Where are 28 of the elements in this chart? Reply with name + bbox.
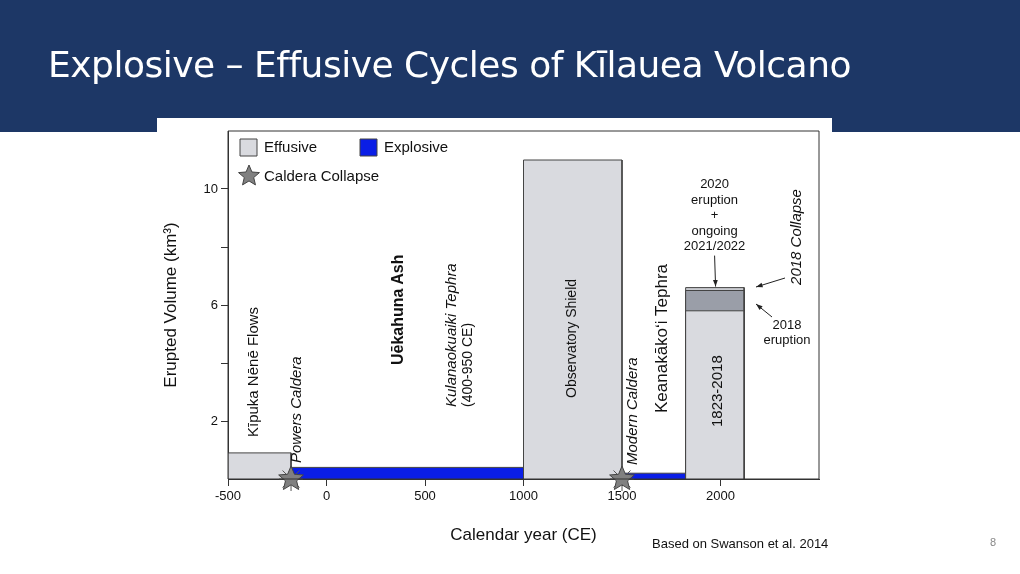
- x-tick-label: 2000: [706, 488, 735, 504]
- annotation: 2020 eruption + ongoing 2021/2022: [683, 176, 746, 254]
- y-axis-title: Erupted Volume (km³): [160, 222, 180, 388]
- text: Based on Swanson et al. 2014: [652, 536, 829, 551]
- annotation: Modern Caldera: [623, 357, 641, 465]
- text: 8: [990, 536, 997, 548]
- y-tick-label: 6: [210, 296, 218, 312]
- x-tick-label: 1500: [607, 488, 637, 504]
- x-tick-label: 500: [414, 488, 436, 504]
- y-tick-label: 2: [210, 412, 218, 428]
- x-axis-title: Calendar year (CE): [450, 525, 597, 545]
- annotation: Keanakākoʻi Tephra: [651, 263, 671, 413]
- annotation: Kulanaokuaiki Tephra (400-950 CE): [442, 263, 475, 407]
- chart-title: Explosive – Effusive Cycles of Kīlauea Volcano: [48, 44, 852, 85]
- annotation: Uēkahuna Ash: [389, 254, 407, 365]
- x-tick-label: -500: [214, 488, 242, 504]
- legend-label: Effusive: [264, 138, 318, 156]
- annotation: 2018 eruption: [763, 316, 811, 347]
- legend-label: Caldera Collapse: [264, 167, 380, 185]
- x-tick-label: 0: [322, 488, 331, 504]
- x-tick-label: 1000: [509, 488, 538, 504]
- annotation: Kīpuka Nēnē Flows: [244, 306, 262, 437]
- annotation: 2018 Collapse: [787, 189, 805, 286]
- y-tick-label: 10: [203, 180, 218, 196]
- annotation: Observatory Shield: [562, 278, 579, 398]
- annotation: Powers Caldera: [287, 356, 305, 463]
- legend-label: Explosive: [384, 138, 449, 156]
- annotation: 1823-2018: [708, 355, 726, 427]
